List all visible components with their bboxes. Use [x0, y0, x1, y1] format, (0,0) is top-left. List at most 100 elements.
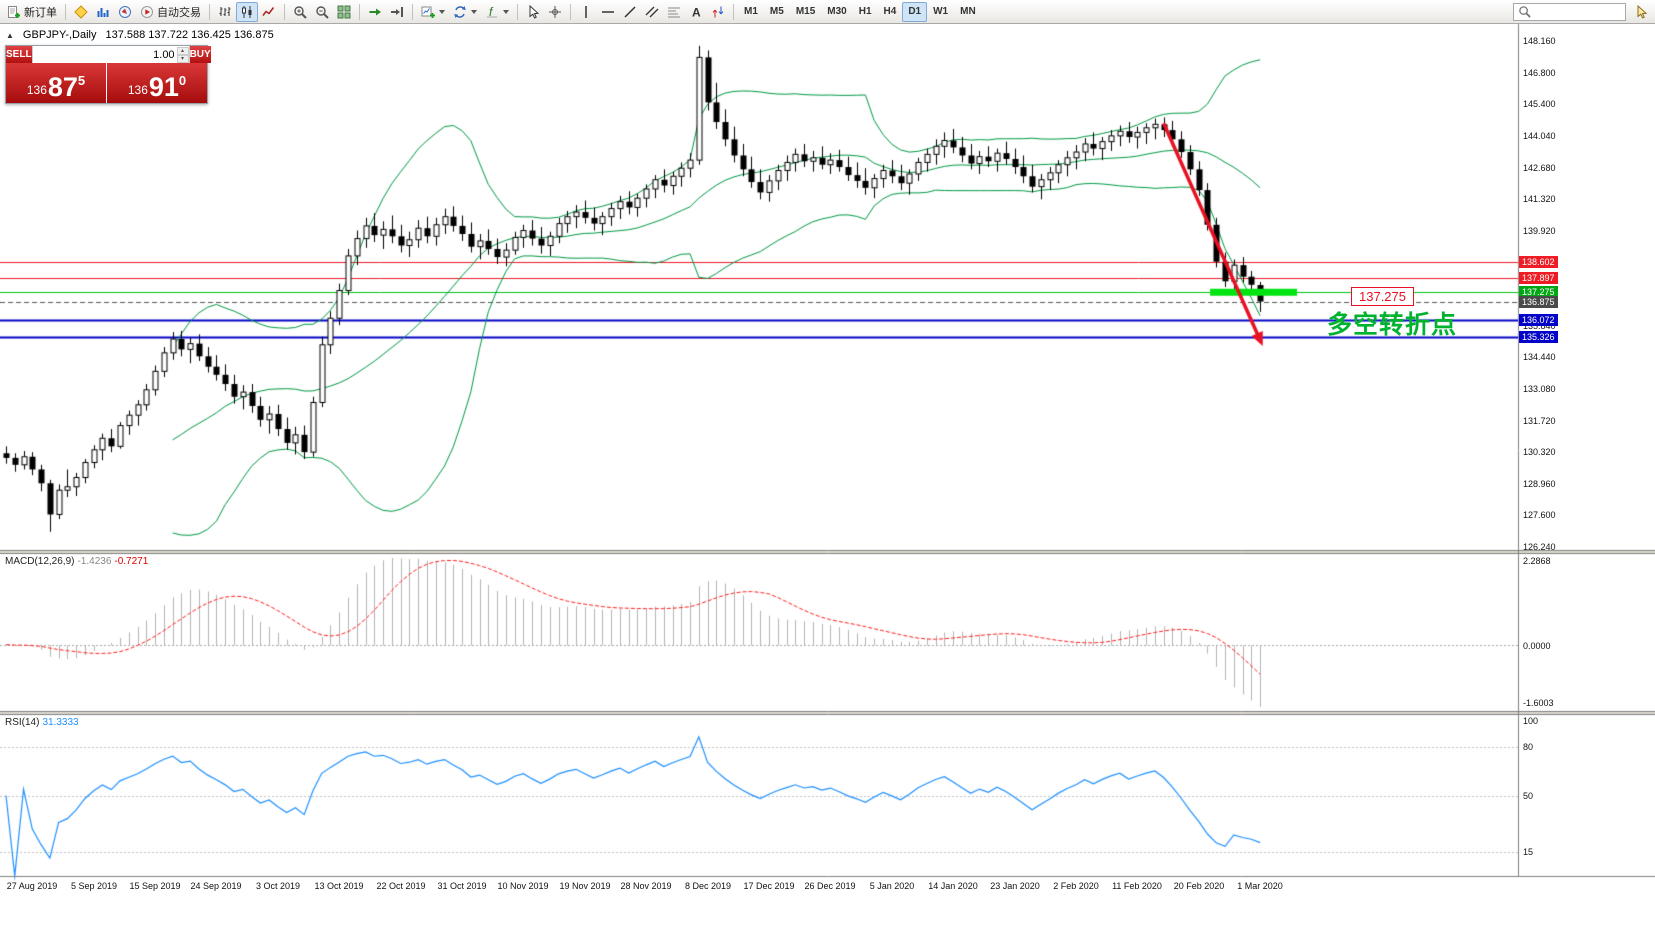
time-axis-label: 10 Nov 2019: [497, 881, 549, 891]
timeframe-m1-button[interactable]: M1: [744, 6, 758, 17]
timeframe-w1-button[interactable]: W1: [933, 6, 949, 17]
price-axis-label: 148.160: [1523, 36, 1556, 46]
time-axis-label: 8 Dec 2019: [684, 881, 732, 891]
chart-symbol-period: GBPJPY-,Daily: [22, 29, 97, 41]
candlestick-button[interactable]: [236, 1, 258, 22]
text-button[interactable]: A: [685, 2, 707, 22]
toolbar-separator: [284, 3, 285, 20]
search-icon: [1518, 5, 1532, 19]
time-axis-label: 2 Feb 2020: [1053, 881, 1099, 891]
rsi-axis-label: 80: [1523, 742, 1534, 752]
auto-scroll-button[interactable]: [364, 2, 386, 22]
sell-price-button[interactable]: 136 87 5: [6, 63, 106, 103]
metaeditor-button[interactable]: [70, 2, 92, 22]
navigator-icon: [118, 5, 132, 19]
time-axis-label: 31 Oct 2019: [437, 881, 487, 891]
timeframe-d1-button[interactable]: D1: [902, 1, 928, 22]
autotrading-button[interactable]: 自动交易: [136, 2, 205, 22]
search-input[interactable]: [1535, 5, 1621, 18]
svg-text:f: f: [489, 5, 494, 19]
channel-icon: [645, 5, 659, 19]
timeframe-m30-button[interactable]: M30: [827, 6, 847, 17]
metaeditor-icon: [74, 4, 88, 19]
sell-button[interactable]: SELL: [6, 46, 32, 63]
price-annotation-box[interactable]: 137.275: [1351, 287, 1414, 306]
new-order-button[interactable]: 新订单: [3, 2, 61, 22]
horizontal-line-icon: [601, 5, 615, 19]
new-chart-icon: [421, 5, 435, 19]
community-pointer-button[interactable]: [1630, 2, 1652, 22]
zoom-in-button[interactable]: [289, 2, 311, 22]
timeframe-mn-button[interactable]: MN: [960, 6, 976, 17]
zoom-out-button[interactable]: [311, 2, 333, 22]
crosshair-icon: [548, 5, 562, 19]
buy-price-sup: 0: [178, 73, 187, 88]
navigator-button[interactable]: [114, 2, 136, 22]
profiles-button[interactable]: [449, 2, 481, 22]
trendline-icon: [623, 5, 637, 19]
tile-windows-button[interactable]: [333, 2, 355, 22]
volume-down-icon[interactable]: ▾: [176, 54, 189, 63]
bar-chart-button[interactable]: [214, 2, 236, 22]
macd-axis-label: 2.2868: [1523, 556, 1551, 566]
chevron-down-icon: [503, 9, 509, 14]
time-axis-label: 27 Aug 2019: [6, 881, 58, 891]
line-chart-button[interactable]: [258, 2, 280, 22]
volume-input[interactable]: [32, 48, 177, 61]
rsi-axis-label: 50: [1523, 791, 1534, 801]
toolbar: 新订单 自动交易 f A M1 M5 M15 M30 H1 H4 D1 W1 MN: [0, 0, 1655, 24]
timeframe-h1-button[interactable]: H1: [858, 6, 872, 17]
price-axis-label: 139.920: [1523, 226, 1556, 236]
arrows-button[interactable]: [707, 2, 729, 22]
price-tag: 137.897: [1519, 272, 1558, 284]
tile-windows-icon: [337, 5, 351, 19]
line-chart-icon: [262, 5, 276, 19]
turning-point-annotation[interactable]: 多空转折点: [1327, 311, 1458, 339]
profiles-icon: [453, 5, 467, 19]
sell-price-sup: 5: [77, 73, 86, 88]
buy-price-button[interactable]: 136 91 0: [107, 63, 207, 103]
time-axis-label: 19 Nov 2019: [559, 881, 611, 891]
buy-button[interactable]: BUY: [189, 46, 211, 63]
text-label-icon: A: [689, 5, 703, 19]
crosshair-button[interactable]: [544, 2, 566, 22]
time-axis-label: 23 Jan 2020: [990, 881, 1040, 891]
channel-button[interactable]: [641, 2, 663, 22]
volume-up-icon[interactable]: ▴: [176, 46, 189, 55]
timeframe-m5-button[interactable]: M5: [769, 6, 784, 17]
toolbar-separator: [517, 3, 518, 20]
time-axis-label: 26 Dec 2019: [804, 881, 856, 891]
timeframe-h4-button[interactable]: H4: [883, 6, 897, 17]
price-axis-label: 127.600: [1523, 510, 1556, 520]
chart-shift-button[interactable]: [386, 2, 408, 22]
fibonacci-button[interactable]: [663, 2, 685, 22]
new-chart-button[interactable]: [417, 2, 449, 22]
zoom-in-icon: [293, 5, 307, 19]
price-axis-label: 133.080: [1523, 384, 1556, 394]
macd-axis-label: 0.0000: [1523, 641, 1551, 651]
trendline-button[interactable]: [619, 2, 641, 22]
auto-scroll-icon: [368, 5, 382, 19]
timeframe-m15-button[interactable]: M15: [795, 6, 816, 17]
one-click-trading-panel: SELL ▴ ▾ BUY 136 87 5 136 91 0: [5, 45, 211, 104]
horizontal-line-button[interactable]: [597, 2, 619, 22]
rsi-indicator-label: RSI(14) 31.3333: [5, 717, 79, 728]
indicators-icon: f: [485, 5, 499, 19]
rsi-axis-label: 100: [1523, 716, 1539, 726]
price-axis-label: 146.800: [1523, 68, 1556, 78]
one-click-collapse-arrow[interactable]: ▲: [6, 30, 14, 40]
price-axis-label: 142.680: [1523, 163, 1556, 173]
price-tag: 137.275: [1519, 286, 1558, 298]
rsi-value: 31.3333: [42, 717, 79, 728]
arrows-icon: [711, 5, 725, 19]
time-axis-label: 17 Dec 2019: [743, 881, 795, 891]
time-axis-label: 5 Jan 2020: [869, 881, 915, 891]
market-watch-button[interactable]: [92, 2, 114, 22]
cursor-button[interactable]: [522, 2, 544, 22]
indicators-button[interactable]: f: [481, 2, 513, 22]
bar-chart-icon: [218, 5, 232, 19]
time-axis-label: 5 Sep 2019: [70, 881, 118, 891]
vertical-line-button[interactable]: [575, 2, 597, 22]
price-axis-label: 145.400: [1523, 99, 1556, 109]
